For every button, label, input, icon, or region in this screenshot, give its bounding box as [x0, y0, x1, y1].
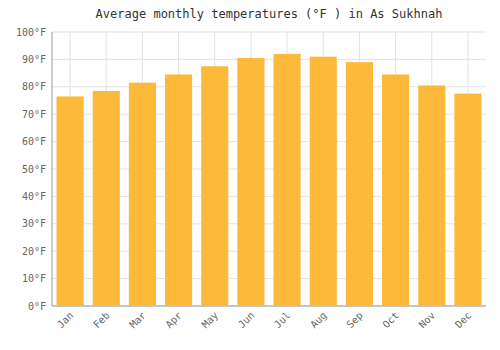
y-axis-line — [52, 32, 53, 306]
y-tick-label: 60°F — [22, 136, 46, 147]
y-tick-label: 20°F — [22, 246, 46, 257]
x-tick-label: May — [200, 310, 221, 331]
x-tick-label: Jul — [272, 310, 293, 331]
y-tick-label: 70°F — [22, 109, 46, 120]
x-tick-label: Aug — [308, 310, 329, 331]
y-grid-line — [52, 32, 486, 33]
y-tick-label: 40°F — [22, 191, 46, 202]
x-tick-label: Feb — [91, 310, 112, 331]
bar — [346, 62, 373, 306]
bar — [274, 54, 301, 306]
bar — [454, 94, 481, 306]
y-tick-label: 0°F — [28, 301, 46, 312]
chart-title: Average monthly temperatures (°F ) in As… — [96, 7, 443, 21]
y-tick-label: 50°F — [22, 164, 46, 175]
bar — [382, 74, 409, 306]
axes: 0°F 10°F 20°F 30°F 40°F 50°F 60°F 70°F 80°F 90°F 1… — [16, 27, 486, 331]
bars — [57, 54, 482, 306]
x-tick-label: Mar — [127, 310, 148, 331]
chart-container: Average monthly temperatures (°F ) in As… — [0, 0, 500, 350]
bar — [201, 66, 228, 306]
x-tick-label: Jun — [236, 310, 257, 331]
x-tick-label: Dec — [453, 310, 474, 331]
chart-svg: Average monthly temperatures (°F ) in As… — [0, 0, 500, 350]
x-tick-label: Apr — [163, 310, 184, 331]
x-tick-label: Nov — [417, 310, 438, 331]
bar — [129, 83, 156, 306]
y-tick-label: 80°F — [22, 81, 46, 92]
bar — [57, 96, 84, 306]
bar — [310, 57, 337, 306]
bar — [418, 85, 445, 306]
y-tick-label: 90°F — [22, 54, 46, 65]
bar — [165, 74, 192, 306]
y-tick-label: 30°F — [22, 218, 46, 229]
bar — [93, 91, 120, 306]
x-tick-label: Jan — [55, 310, 76, 331]
y-grid-line — [52, 59, 486, 60]
bar — [237, 58, 264, 306]
y-tick-label: 10°F — [22, 273, 46, 284]
x-tick-label: Oct — [380, 310, 401, 331]
x-tick-label: Sep — [344, 310, 365, 331]
y-tick-label: 100°F — [16, 27, 46, 38]
grid — [52, 32, 486, 306]
